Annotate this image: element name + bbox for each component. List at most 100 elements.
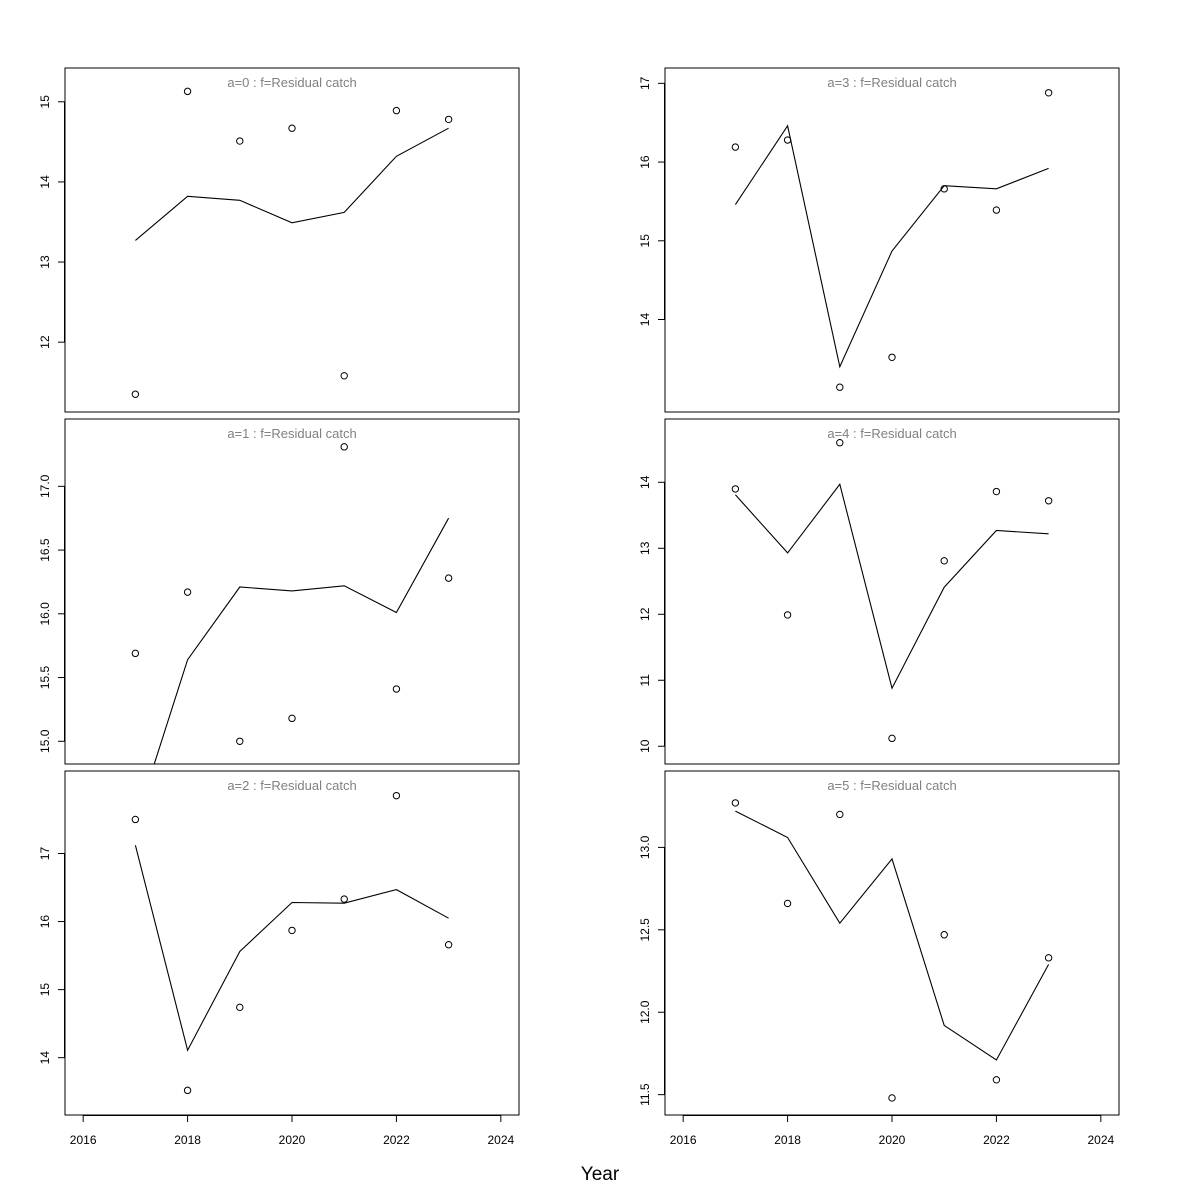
panel-1-observed-point [392, 685, 401, 693]
panel-5-observed-point [836, 810, 844, 819]
panel-0-frame [64, 67, 520, 413]
panel-3-y-tick-label: 14 [638, 313, 652, 327]
panel-4-observed-point [836, 438, 844, 447]
panel-5-x-tick-label: 2024 [1087, 1133, 1114, 1147]
panel-2-observed-point [444, 941, 453, 949]
panel-1: a=1 : f=Residual catch 15.0 15.5 16.0 16.5 17… [38, 418, 520, 765]
panel-2-x-tick-label: 2016 [70, 1133, 97, 1147]
panel-0-y-tick-label: 15 [38, 95, 52, 109]
panel-2-x-tick-label: 2024 [487, 1133, 514, 1147]
panel-2-observed-point [392, 791, 401, 800]
panel-5-observed-point [888, 1094, 896, 1102]
panel-5-x-tick-label: 2016 [670, 1133, 697, 1147]
panel-1-observed-point [340, 443, 348, 451]
panel-1-y-tick-label: 16.0 [38, 602, 52, 626]
panel-5-y-tick-label: 12.5 [638, 918, 652, 942]
panel-3-y-tick-label: 15 [638, 234, 652, 248]
panel-5-observed-point [992, 1076, 1001, 1084]
panel-5-observed-point [940, 931, 948, 939]
panel-5-y-tick-label: 11.5 [638, 1083, 652, 1106]
panel-1-observed-point [183, 588, 192, 596]
panel-0-observed-point [131, 390, 140, 398]
panel-0-observed-point [236, 137, 244, 145]
panel-5-x-tick-label: 2022 [983, 1133, 1010, 1147]
panel-5-frame [664, 770, 1120, 1116]
panel-5-observed-point [783, 899, 792, 908]
panel-0-observed-point [183, 87, 192, 96]
panel-2-x-tick-label: 2022 [383, 1133, 410, 1147]
panel-5-x-tick-label: 2020 [879, 1133, 906, 1147]
panel-4-y-tick-label: 12 [638, 607, 652, 621]
panel-0: a=0 : f=Residual catch 12 13 14 15 [38, 67, 520, 413]
panel-5-fitted-line [735, 810, 1050, 1061]
panel-3-fitted-line [734, 124, 1049, 369]
panel-4-frame [664, 418, 1120, 765]
panel-4-observed-point [940, 557, 948, 565]
panel-4-y-tick-label: 14 [638, 475, 652, 489]
panel-4-observed-point [888, 734, 896, 743]
panel-3-observed-point [731, 143, 740, 151]
panel-5: a=5 : f=Residual catch 11.5 12.0 12.5 13.0 20… [638, 770, 1120, 1147]
panel-2-fitted-line [134, 845, 449, 1052]
panel-2-y-tick-label: 14 [38, 1051, 52, 1065]
panel-0-y-tick-label: 13 [38, 255, 52, 269]
panel-2-title: a=2 : f=Residual catch [227, 778, 356, 793]
panel-1-fitted-line [153, 517, 450, 764]
panel-2-x-tick-label: 2018 [174, 1133, 201, 1147]
panel-3-observed-point [836, 383, 844, 391]
panel-2-observed-point [288, 926, 296, 935]
panel-4-observed-point [992, 487, 1001, 496]
panel-0-observed-point [340, 372, 348, 380]
panel-2-y-tick-label: 16 [38, 915, 52, 929]
panel-4: a=4 : f=Residual catch 10 11 12 13 14 [638, 418, 1120, 765]
panel-0-observed-point [288, 124, 296, 132]
panel-1-frame [64, 418, 520, 765]
panel-2-observed-point [183, 1086, 192, 1095]
panel-4-title: a=4 : f=Residual catch [827, 426, 956, 441]
panel-3-y-tick-label: 17 [638, 76, 652, 90]
panel-2-y-tick-label: 17 [38, 847, 52, 861]
panel-1-title: a=1 : f=Residual catch [227, 426, 356, 441]
panel-2-observed-point [131, 815, 140, 824]
panel-1-observed-point [288, 714, 296, 723]
panel-1-y-tick-label: 15.5 [38, 666, 52, 690]
panel-3-observed-point [1044, 89, 1053, 97]
panel-2-y-tick-label: 15 [38, 983, 52, 997]
panel-4-fitted-line [734, 483, 1049, 690]
panel-0-title: a=0 : f=Residual catch [227, 75, 356, 90]
panel-3-observed-point [940, 185, 948, 193]
panel-3-y-tick-label: 16 [638, 155, 652, 169]
panel-2-x-tick-label: 2020 [279, 1133, 306, 1147]
panel-1-y-tick-label: 16.5 [38, 538, 52, 562]
panel-4-y-tick-label: 13 [638, 541, 652, 555]
panel-3-observed-point [783, 136, 792, 144]
panel-4-observed-point [783, 611, 792, 619]
panel-5-observed-point [1044, 954, 1053, 962]
panel-5-title: a=5 : f=Residual catch [827, 778, 956, 793]
panel-4-observed-point [731, 485, 740, 493]
panel-0-observed-point [392, 106, 401, 115]
panel-2: a=2 : f=Residual catch 14 15 16 17 2016 2018 20… [38, 770, 520, 1147]
panel-5-x-tick-label: 2018 [774, 1133, 801, 1147]
panel-0-observed-point [444, 115, 453, 124]
panel-1-observed-point [131, 649, 140, 658]
panel-1-y-tick-label: 17.0 [38, 474, 52, 498]
panel-2-observed-point [340, 895, 348, 903]
panel-4-y-tick-label: 10 [638, 739, 652, 753]
panel-3: a=3 : f=Residual catch 14 15 16 17 [638, 67, 1120, 413]
panel-3-title: a=3 : f=Residual catch [827, 75, 956, 90]
panel-5-y-tick-label: 13.0 [638, 835, 652, 859]
panel-2-observed-point [236, 1003, 244, 1012]
panel-3-observed-point [992, 206, 1001, 214]
panel-1-y-tick-label: 15.0 [38, 729, 52, 753]
panel-0-y-tick-label: 14 [38, 175, 52, 189]
panel-0-fitted-line [135, 127, 449, 241]
panel-3-observed-point [888, 353, 896, 362]
panel-5-y-tick-label: 12.0 [638, 1000, 652, 1024]
panel-1-observed-point [444, 574, 453, 582]
panel-1-observed-point [236, 737, 244, 745]
x-axis-title: Year [581, 1164, 620, 1185]
panel-4-y-tick-label: 11 [638, 674, 652, 687]
panel-5-observed-point [731, 799, 740, 807]
